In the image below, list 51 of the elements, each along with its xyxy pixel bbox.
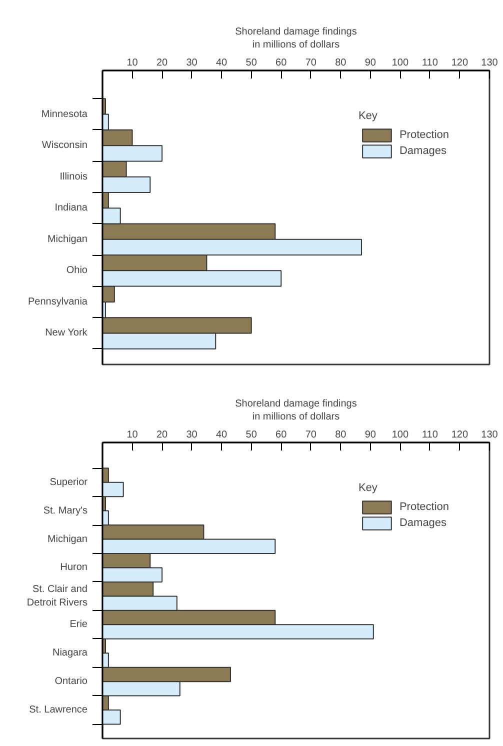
x-tick-label: 50 xyxy=(246,430,258,440)
y-tick-label: St. Clair and Detroit Rivers xyxy=(26,584,88,608)
x-tick-label: 80 xyxy=(335,430,347,440)
y-tick-label: Ontario xyxy=(54,676,88,688)
x-tick-label: 120 xyxy=(451,58,469,68)
x-tick-label: 110 xyxy=(422,430,438,440)
x-tick-label: 100 xyxy=(392,58,409,68)
x-tick-label: 130 xyxy=(481,58,498,68)
x-tick-label: 70 xyxy=(305,58,317,68)
x-tick-label: 30 xyxy=(186,430,198,440)
x-tick-label: 70 xyxy=(305,430,317,440)
y-tick-label: Michigan xyxy=(47,234,88,245)
x-tick-label: 120 xyxy=(451,430,469,440)
x-axis-title: Shoreland damage findings in millions of dollars xyxy=(235,398,357,422)
x-tick-label: 40 xyxy=(216,430,228,440)
y-tick-label: Michigan xyxy=(47,534,88,545)
y-tick-label: Huron xyxy=(60,562,88,574)
y-tick-label: Superior xyxy=(50,476,88,488)
y-tick-label: Ohio xyxy=(66,265,88,276)
x-axis-title: Shoreland damage findings in millions of dollars xyxy=(235,26,357,50)
y-tick-label: Indiana xyxy=(54,202,88,214)
legend-label: Damages xyxy=(399,517,447,529)
x-tick-label: 90 xyxy=(364,58,376,68)
x-tick-label: 10 xyxy=(126,430,138,440)
y-tick-label: Pennsylvania xyxy=(28,296,88,308)
legend-title: Key xyxy=(358,110,378,122)
x-tick-label: 20 xyxy=(156,430,168,440)
y-tick-label: Niagara xyxy=(52,648,88,659)
y-tick-label: Illinois xyxy=(60,171,88,182)
y-tick-label: St. Lawrence xyxy=(29,704,88,716)
y-tick-label: Erie xyxy=(70,619,88,630)
y-tick-label: Minnesota xyxy=(41,108,88,120)
y-tick-label: New York xyxy=(45,328,88,339)
x-tick-label: 40 xyxy=(216,58,228,68)
x-tick-label: 130 xyxy=(481,430,498,440)
legend-label: Protection xyxy=(399,129,449,141)
x-tick-label: 60 xyxy=(276,430,288,440)
x-tick-label: 110 xyxy=(422,58,438,68)
x-tick-label: 10 xyxy=(126,58,138,68)
legend-title: Key xyxy=(358,482,378,494)
y-tick-label: St. Mary's xyxy=(43,505,88,516)
x-tick-label: 50 xyxy=(246,58,258,68)
x-tick-label: 90 xyxy=(364,430,376,440)
x-tick-label: 60 xyxy=(276,58,288,68)
legend-label: Damages xyxy=(399,145,447,157)
x-tick-label: 20 xyxy=(156,58,168,68)
legend-label: Protection xyxy=(399,501,449,513)
y-tick-label: Wisconsin xyxy=(42,140,88,152)
x-tick-label: 80 xyxy=(335,58,347,68)
x-tick-label: 100 xyxy=(392,430,409,440)
x-tick-label: 30 xyxy=(186,58,198,68)
